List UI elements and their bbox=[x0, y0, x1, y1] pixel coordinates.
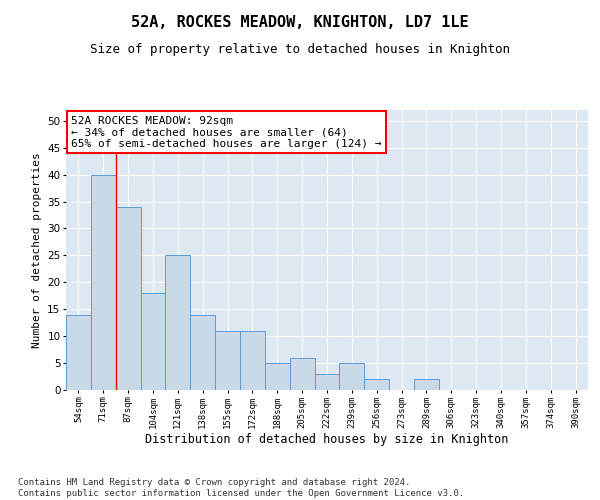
Bar bbox=[265, 363, 290, 390]
Bar bbox=[240, 331, 265, 390]
Bar bbox=[190, 314, 215, 390]
Bar bbox=[364, 379, 389, 390]
X-axis label: Distribution of detached houses by size in Knighton: Distribution of detached houses by size … bbox=[145, 434, 509, 446]
Bar bbox=[140, 293, 166, 390]
Bar bbox=[91, 174, 116, 390]
Text: Size of property relative to detached houses in Knighton: Size of property relative to detached ho… bbox=[90, 42, 510, 56]
Bar bbox=[215, 331, 240, 390]
Bar bbox=[340, 363, 364, 390]
Y-axis label: Number of detached properties: Number of detached properties bbox=[32, 152, 41, 348]
Bar bbox=[290, 358, 314, 390]
Text: 52A, ROCKES MEADOW, KNIGHTON, LD7 1LE: 52A, ROCKES MEADOW, KNIGHTON, LD7 1LE bbox=[131, 15, 469, 30]
Bar bbox=[314, 374, 340, 390]
Bar bbox=[166, 256, 190, 390]
Bar bbox=[414, 379, 439, 390]
Bar bbox=[116, 207, 140, 390]
Text: Contains HM Land Registry data © Crown copyright and database right 2024.
Contai: Contains HM Land Registry data © Crown c… bbox=[18, 478, 464, 498]
Bar bbox=[66, 314, 91, 390]
Text: 52A ROCKES MEADOW: 92sqm
← 34% of detached houses are smaller (64)
65% of semi-d: 52A ROCKES MEADOW: 92sqm ← 34% of detach… bbox=[71, 116, 382, 149]
